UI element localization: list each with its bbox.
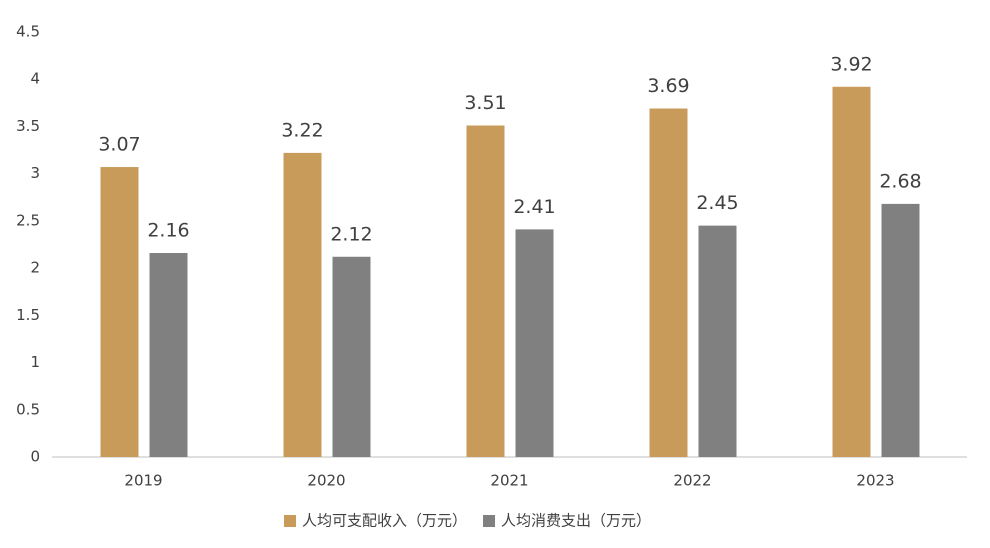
bar	[698, 225, 737, 457]
value-label: 3.51	[464, 92, 506, 114]
bar	[466, 125, 505, 457]
bar	[649, 108, 688, 457]
y-tick-label: 3	[30, 164, 40, 182]
value-label: 2.45	[696, 192, 738, 214]
y-tick-label: 1.5	[16, 306, 40, 324]
y-tick-label: 3.5	[16, 117, 40, 135]
x-tick-label: 2021	[490, 472, 528, 490]
x-tick-label: 2020	[307, 472, 345, 490]
y-tick-label: 0.5	[16, 400, 40, 418]
value-label: 2.41	[513, 196, 555, 218]
value-label: 3.07	[98, 134, 140, 156]
value-label: 2.12	[330, 223, 372, 245]
legend-label: 人均消费支出（万元）	[501, 512, 651, 530]
x-tick-label: 2019	[124, 472, 162, 490]
x-tick-label: 2022	[673, 472, 711, 490]
bar	[881, 203, 920, 457]
bar	[832, 86, 871, 458]
legend-swatch	[483, 515, 496, 527]
value-label: 2.68	[879, 170, 921, 192]
bar	[149, 253, 188, 457]
bar	[332, 256, 371, 457]
y-tick-label: 4	[30, 70, 40, 88]
y-tick-label: 4.5	[16, 23, 40, 41]
value-label: 3.22	[281, 119, 323, 141]
value-label: 3.69	[647, 75, 689, 97]
legend-label: 人均可支配收入（万元）	[302, 512, 467, 530]
x-tick-label: 2023	[856, 472, 894, 490]
y-tick-label: 0	[30, 448, 40, 466]
y-tick-label: 2	[30, 259, 40, 277]
bar	[283, 152, 322, 457]
value-label: 3.92	[830, 53, 872, 75]
bar	[100, 167, 139, 458]
bar	[515, 229, 554, 457]
legend-swatch	[284, 515, 296, 527]
y-tick-label: 1	[30, 353, 40, 371]
y-tick-label: 2.5	[16, 211, 40, 229]
value-label: 2.16	[147, 220, 189, 242]
